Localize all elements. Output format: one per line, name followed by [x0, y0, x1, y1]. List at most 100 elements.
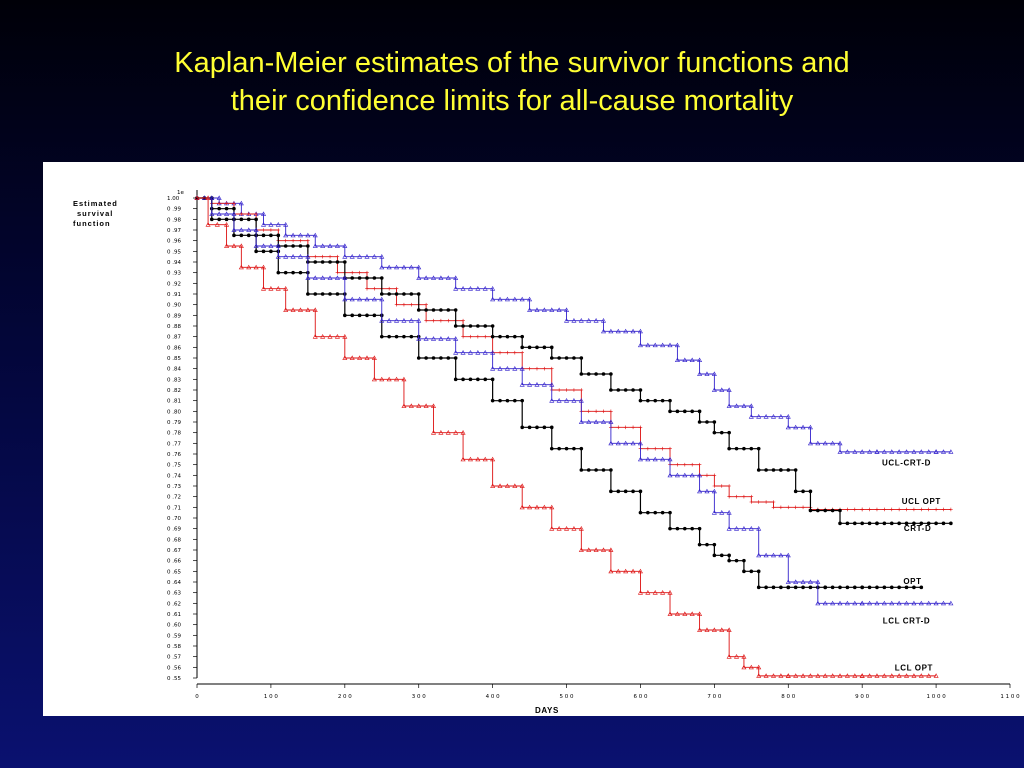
data-point — [349, 254, 355, 259]
data-point — [630, 328, 636, 334]
data-point — [852, 673, 858, 678]
data-point — [682, 357, 688, 363]
data-point — [283, 238, 288, 243]
data-point — [357, 313, 362, 318]
data-point — [453, 286, 459, 291]
data-point — [586, 419, 592, 424]
y-tick-label: 0 .71 — [167, 505, 181, 511]
y-tick-label: 0 .98 — [167, 217, 181, 223]
series-label: CRT-D — [904, 524, 931, 533]
data-point — [564, 526, 570, 531]
data-point — [490, 296, 496, 302]
data-point — [689, 357, 695, 363]
data-point — [793, 424, 799, 430]
data-point — [276, 233, 281, 238]
data-point — [275, 254, 281, 259]
data-point — [534, 504, 540, 510]
data-point — [867, 585, 872, 590]
data-point — [379, 276, 384, 280]
data-point — [394, 286, 399, 291]
data-point — [719, 430, 724, 435]
data-point — [453, 308, 458, 312]
data-point — [822, 600, 828, 606]
data-point — [261, 228, 266, 232]
data-point — [513, 334, 517, 339]
data-point — [283, 270, 288, 275]
data-point — [343, 313, 347, 318]
data-point — [660, 342, 666, 348]
data-point — [631, 489, 635, 494]
data-point — [408, 403, 414, 408]
data-point — [283, 254, 289, 259]
data-point — [645, 590, 651, 595]
data-point — [660, 446, 665, 451]
data-point — [365, 313, 369, 318]
data-point — [298, 238, 303, 243]
data-point — [897, 521, 901, 526]
data-point — [889, 521, 894, 526]
data-point — [845, 521, 850, 526]
data-point — [912, 521, 916, 526]
y-tick-label: 0 .81 — [167, 399, 181, 405]
data-point — [246, 233, 251, 238]
data-point — [867, 507, 872, 512]
data-point — [217, 217, 221, 222]
data-point — [823, 585, 828, 590]
data-point — [638, 425, 643, 430]
data-point — [904, 449, 910, 454]
data-point — [645, 456, 651, 462]
y-tick-label: 0 .83 — [167, 377, 181, 383]
data-point — [578, 526, 584, 531]
data-point — [269, 228, 273, 232]
data-point — [571, 398, 577, 403]
y-tick-label: 0 .75 — [167, 463, 181, 469]
data-point — [246, 212, 251, 216]
data-point — [416, 275, 422, 280]
data-point — [335, 254, 340, 259]
data-point — [778, 552, 784, 558]
data-point — [652, 342, 658, 348]
data-point — [711, 510, 717, 515]
y-tick-label: 0 .97 — [167, 228, 181, 234]
data-point — [949, 521, 953, 526]
data-point — [675, 409, 680, 414]
data-point — [889, 600, 895, 606]
data-point — [275, 243, 281, 248]
data-point — [889, 507, 894, 512]
data-point — [578, 398, 584, 403]
data-point — [298, 244, 303, 248]
x-tick-label: 1 0 0 0 — [926, 694, 946, 700]
data-point — [756, 446, 761, 451]
data-point — [764, 468, 768, 472]
data-point — [254, 212, 258, 216]
y-tick-label: 0 .70 — [167, 516, 181, 522]
data-point — [349, 296, 355, 302]
data-point — [609, 489, 613, 494]
data-point — [807, 424, 813, 430]
data-point — [874, 600, 880, 606]
y-tick-label: 0 .73 — [167, 484, 181, 490]
series-label: LCL OPT — [895, 664, 933, 673]
data-point — [409, 334, 414, 339]
data-point — [615, 568, 621, 574]
data-point — [697, 357, 703, 363]
data-point — [609, 388, 613, 392]
data-point — [512, 483, 518, 488]
data-point — [756, 664, 762, 670]
data-point — [571, 526, 577, 531]
data-point — [276, 270, 281, 275]
data-point — [630, 440, 636, 446]
data-point — [749, 446, 754, 451]
data-point — [305, 254, 311, 259]
y-tick-label: 0 .61 — [167, 612, 181, 618]
data-point — [379, 334, 384, 339]
data-point — [394, 292, 399, 296]
data-point — [638, 489, 643, 494]
data-point — [519, 504, 525, 510]
data-point — [653, 398, 658, 403]
data-point — [453, 350, 459, 355]
data-point — [460, 430, 466, 435]
data-point — [490, 350, 496, 355]
data-point — [756, 500, 761, 504]
data-point — [253, 227, 259, 232]
